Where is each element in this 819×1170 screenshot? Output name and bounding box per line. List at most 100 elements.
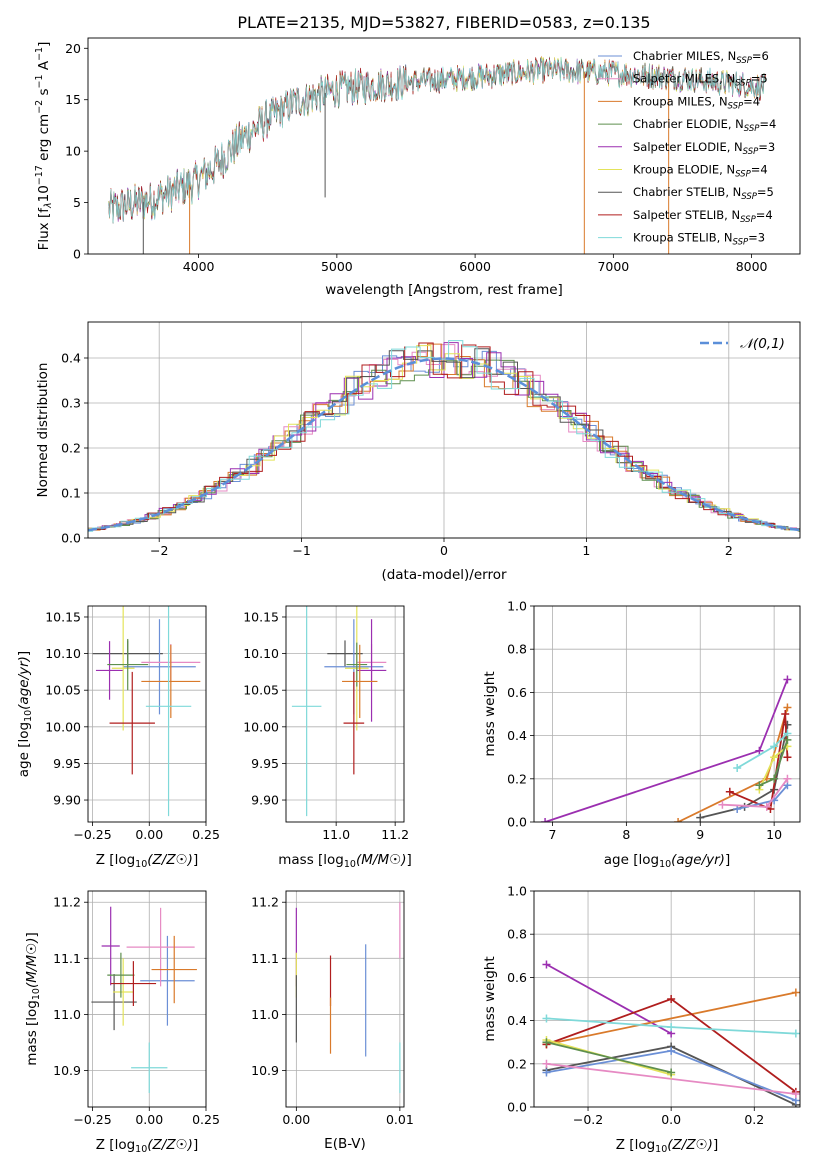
legend-entry: Kroupa ELODIE, NSSP=4 (633, 163, 768, 180)
errorbar-point (107, 638, 149, 691)
y-tick-label: 0.4 (61, 351, 81, 366)
x-tick-label: −2 (150, 543, 168, 558)
axes-frame (285, 605, 405, 823)
errorbar-point (101, 906, 120, 986)
weight-point-marker (783, 774, 792, 783)
weight-point-marker (770, 742, 779, 751)
weight-point-marker (791, 988, 800, 997)
errorbar-point (356, 619, 387, 722)
spectrum-panel: 4000 5000 6000 7000 8000 0 5 10 15 20 wavelength [… (34, 37, 801, 298)
weight-lines (541, 675, 792, 822)
weight-point-marker (667, 1046, 676, 1055)
axes-frame (87, 890, 207, 1108)
x-axis-label: Z [log10(Z/Z☉)] (616, 1137, 718, 1155)
errorbars (291, 606, 387, 817)
y-tick-label: 10.15 (45, 609, 81, 624)
spectrum-legend: Chabrier MILES, NSSP=6 Salpeter MILES, NS… (598, 49, 776, 248)
y-tick-label: 0 (73, 247, 81, 262)
weight-point-marker (725, 787, 734, 796)
legend-entry: Kroupa STELIB, NSSP=3 (633, 231, 765, 248)
weight-lines (542, 960, 800, 1107)
y-tick-label: 11.1 (251, 951, 279, 966)
x-tick-label: 0.00 (135, 827, 163, 842)
spectrum-lines (108, 55, 766, 254)
axes-frame (533, 890, 801, 1108)
massweight-vs-Z-panel: −0.2 0.0 0.2 0.0 0.2 0.4 0.6 0.8 1.0 mass weight Z… (482, 884, 801, 1155)
y-tick-label: 0.2 (61, 441, 81, 456)
x-tick-label: 0.25 (192, 827, 220, 842)
errorbars (91, 906, 197, 1093)
histogram-step (88, 340, 800, 532)
weight-point-marker (770, 753, 779, 762)
legend-entry: Salpeter MILES, NSSP=5 (633, 72, 768, 89)
weight-point-marker (783, 703, 792, 712)
x-tick-label: 6000 (459, 259, 491, 274)
x-tick-label: 1 (582, 543, 590, 558)
age-vs-Z-panel: −0.25 0.00 0.25 9.90 9.95 10.00 10.05 10.10 10.1… (16, 605, 220, 870)
x-tick-label: 0 (440, 543, 448, 558)
x-tick-label: 0.25 (192, 1112, 220, 1127)
axes-frame (533, 605, 801, 823)
y-tick-label: 0.8 (507, 927, 527, 942)
weight-point-marker (667, 1023, 676, 1032)
histogram-step (88, 348, 800, 532)
residuals-panel: −2 −1 0 1 2 0.0 0.1 0.2 0.3 0.4 (data-model)/error… (35, 321, 801, 583)
weight-series-line (546, 1041, 672, 1074)
figure-title: PLATE=2135, MJD=53827, FIBERID=0583, z=0… (237, 13, 650, 32)
weight-point-marker (733, 764, 742, 772)
errorbars (92, 606, 201, 817)
y-axis-label: mass weight (482, 956, 498, 1041)
weight-point-marker (696, 813, 705, 822)
spectrum-series-kroupa-stelib (108, 57, 766, 223)
y-tick-label: 15 (65, 92, 81, 107)
errorbar-point (126, 907, 195, 987)
x-axis-label: E(B-V) (324, 1136, 366, 1152)
weight-point-marker (783, 720, 792, 729)
x-tick-label: 8000 (736, 259, 768, 274)
y-tick-label: 10.10 (45, 646, 81, 661)
weight-point-marker (542, 960, 551, 969)
errorbar-point (145, 606, 192, 817)
y-tick-label: 10.05 (243, 683, 279, 698)
weight-point-marker (667, 1068, 676, 1077)
x-tick-label: 2 (725, 543, 733, 558)
y-tick-label: 10.10 (243, 646, 279, 661)
y-axis-label: mass [log10(M/M☉)] (24, 932, 42, 1066)
x-axis-label: wavelength [Angstrom, rest frame] (325, 282, 563, 298)
histograms (88, 340, 800, 532)
y-axis-label: age [log10(age/yr)] (16, 651, 34, 777)
weight-point-marker (783, 753, 792, 762)
y-tick-label: 9.95 (53, 756, 81, 771)
y-tick-label: 10.9 (53, 1063, 81, 1078)
x-tick-label: −0.25 (73, 827, 111, 842)
x-axis-label: (data-model)/error (381, 567, 507, 583)
weight-point-marker (791, 1029, 800, 1038)
legend-entry: Salpeter ELODIE, NSSP=3 (633, 140, 775, 157)
x-axis-label: age [log10(age/yr)] (604, 852, 730, 870)
normal-curve (88, 357, 800, 532)
weight-point-marker (755, 746, 764, 755)
weight-point-marker (542, 1068, 551, 1077)
weight-point-marker (791, 1090, 800, 1099)
y-tick-label: 11.1 (53, 951, 81, 966)
y-tick-label: 20 (65, 41, 81, 56)
y-tick-label: 1.0 (507, 884, 527, 899)
weight-series-line (546, 991, 796, 1046)
x-tick-label: 11.0 (322, 827, 350, 842)
errorbar-point (112, 958, 134, 1026)
y-tick-label: 5 (73, 195, 81, 210)
weight-series-line (546, 1062, 796, 1095)
weight-point-marker (674, 818, 683, 822)
y-tick-label: 0.0 (61, 531, 81, 546)
y-tick-label: 0.6 (507, 685, 527, 700)
y-tick-label: 0.6 (507, 970, 527, 985)
errorbar-point (91, 974, 137, 1031)
x-tick-label: 0.00 (135, 1112, 163, 1127)
y-tick-label: 11.2 (251, 895, 279, 910)
y-tick-label: 0.4 (507, 1013, 527, 1028)
errorbar-point (109, 671, 155, 775)
errorbar-point (123, 619, 196, 715)
errorbar-point (141, 644, 201, 719)
y-tick-label: 10.00 (243, 719, 279, 734)
x-tick-label: −1 (292, 543, 310, 558)
